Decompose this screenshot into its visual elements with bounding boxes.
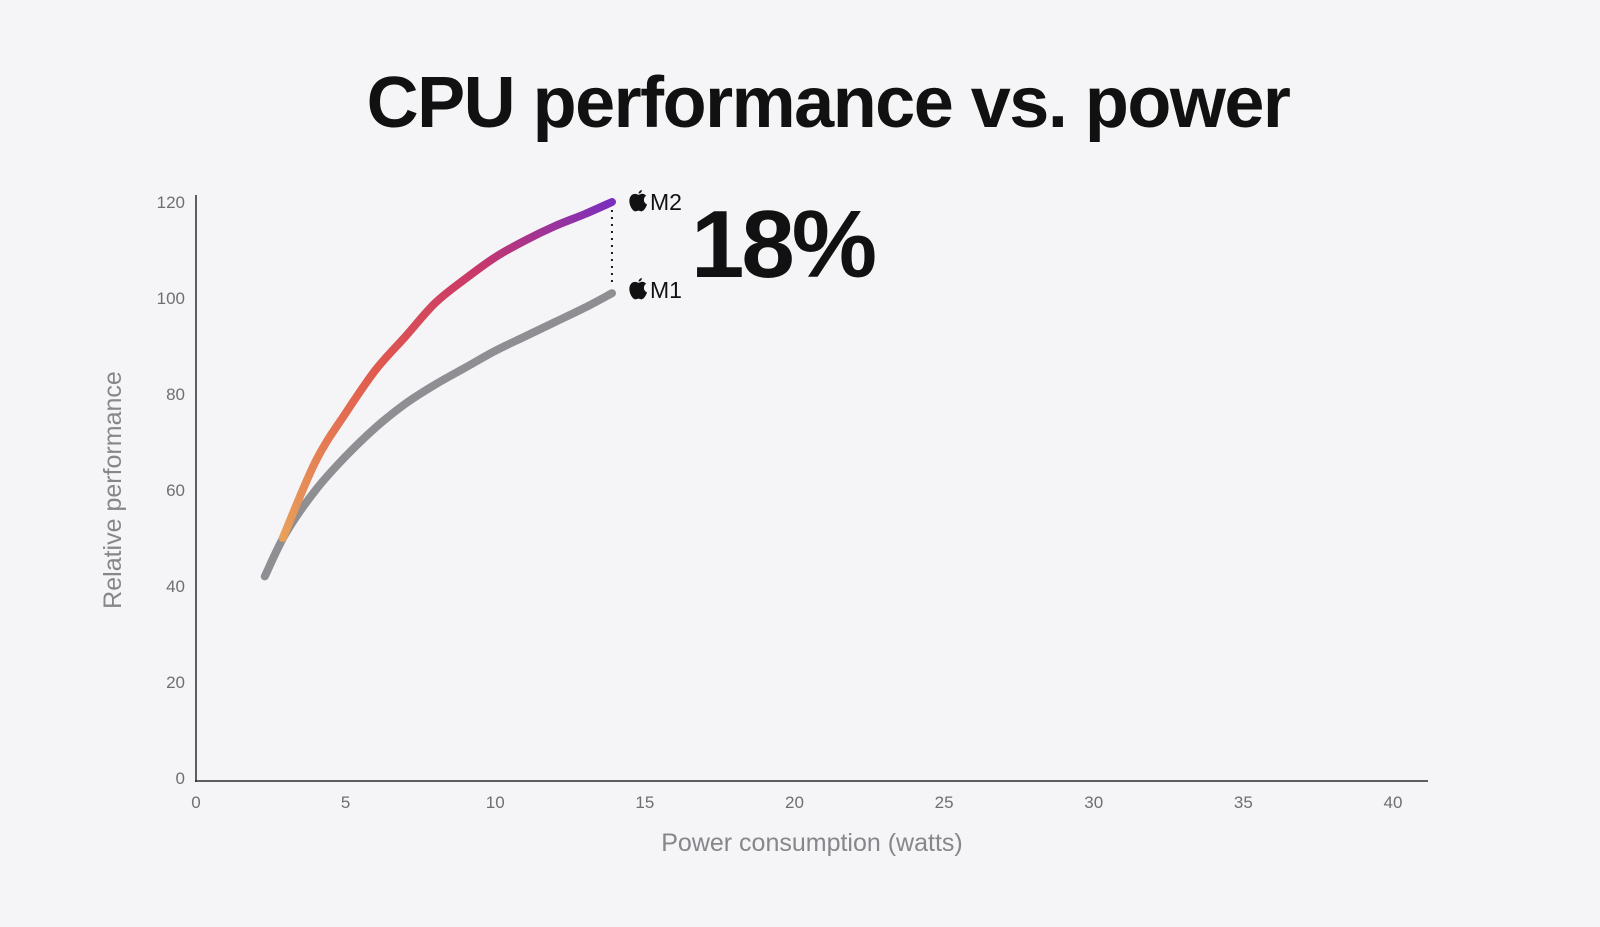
x-ticks: 0 5 10 15 20 25 30 35 40 <box>191 793 1402 812</box>
chart-title: CPU performance vs. power <box>366 63 1291 143</box>
series-line-m2 <box>278 198 616 542</box>
x-tick-label: 35 <box>1234 793 1253 812</box>
y-tick-label: 80 <box>166 385 185 404</box>
y-ticks: 0 20 40 60 80 100 120 <box>157 193 185 788</box>
y-axis-label: Relative performance <box>99 371 127 609</box>
percent-callout: 18% <box>691 191 875 298</box>
x-tick-label: 0 <box>191 793 200 812</box>
y-tick-label: 20 <box>166 673 185 692</box>
x-tick-label: 15 <box>635 793 654 812</box>
x-tick-label: 25 <box>935 793 954 812</box>
series-label-text: M1 <box>650 277 682 303</box>
x-tick-label: 30 <box>1084 793 1103 812</box>
y-tick-label: 120 <box>157 193 185 212</box>
axes <box>195 195 1428 782</box>
annotations: 18% <box>610 191 878 298</box>
x-tick-label: 5 <box>341 793 350 812</box>
series-label-text: M2 <box>650 189 682 215</box>
x-axis-label: Power consumption (watts) <box>661 829 963 857</box>
y-tick-label: 0 <box>176 769 185 788</box>
x-tick-label: 20 <box>785 793 804 812</box>
apple-logo-icon <box>629 278 648 300</box>
series-label-m1: M1 <box>629 277 682 303</box>
series-label-m2: M2 <box>629 189 682 215</box>
x-tick-label: 40 <box>1384 793 1403 812</box>
x-tick-label: 10 <box>486 793 505 812</box>
y-tick-label: 40 <box>166 577 185 596</box>
series-line-m1 <box>260 289 616 581</box>
y-tick-label: 100 <box>157 289 185 308</box>
apple-logo-icon <box>629 190 648 212</box>
series: M1 M2 <box>260 189 682 581</box>
y-tick-label: 60 <box>166 481 185 500</box>
